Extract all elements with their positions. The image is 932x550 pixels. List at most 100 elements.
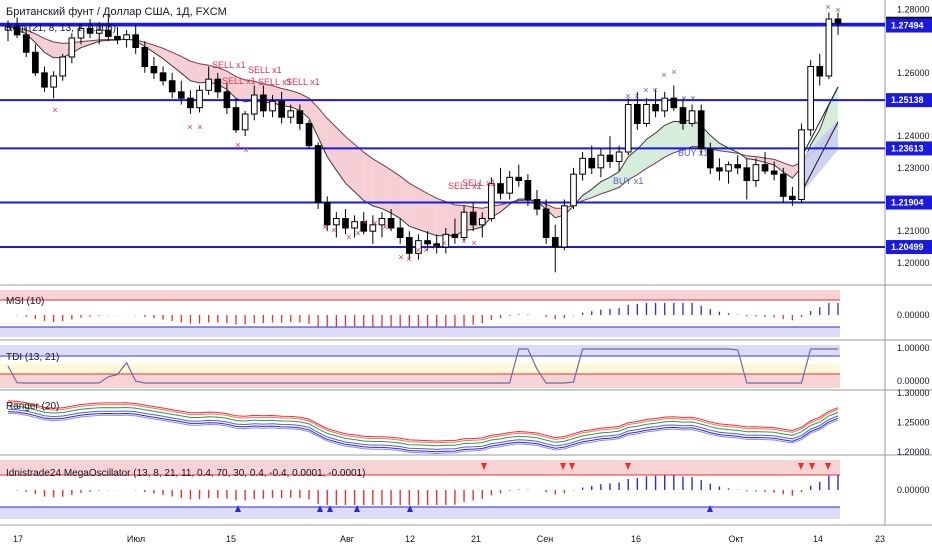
bull-candle	[351, 221, 358, 229]
mega-tick-label: 0.00000	[897, 485, 930, 495]
sell-signal-label: SELL x1	[448, 181, 482, 191]
bear-candle	[405, 237, 413, 254]
bear-candle	[706, 148, 714, 169]
cloud-segment	[710, 135, 720, 151]
cloud-segment	[172, 52, 182, 74]
bear-candle	[296, 110, 304, 125]
bull-candle	[661, 97, 669, 112]
bull-candle	[415, 240, 422, 254]
ranger-line	[7, 400, 839, 442]
cloud-segment	[354, 144, 364, 201]
bear-candle	[305, 123, 313, 147]
bull-candle	[460, 211, 468, 239]
cloud-segment	[774, 159, 784, 172]
time-tick-label: Авг	[340, 534, 355, 544]
cloud-segment	[591, 181, 601, 198]
price-tick-label: 1.21000	[897, 226, 930, 236]
bear-candle	[588, 157, 596, 169]
time-tick-label: Сен	[537, 534, 554, 544]
sell-cross-marker: ×	[398, 252, 403, 262]
bull-candle	[250, 94, 258, 115]
sell-cross-marker: ×	[243, 145, 248, 155]
bull-candle	[205, 78, 212, 91]
price-tag-label: 1.23613	[891, 143, 924, 153]
sell-signal-label: SELL x1	[462, 178, 496, 188]
bull-candle	[752, 164, 760, 182]
bull-candle	[561, 205, 568, 248]
bear-candle	[13, 26, 21, 36]
bear-candle	[314, 145, 322, 204]
bull-candle	[59, 56, 67, 77]
buy-signal-label: BUY x1	[613, 176, 643, 186]
tdi-pane-title[interactable]: TDI (13, 21)	[6, 352, 59, 363]
bull-candle	[798, 129, 805, 200]
cloud-segment	[646, 133, 656, 169]
mega-buy-triangle	[327, 505, 333, 512]
ranger-line	[7, 402, 839, 444]
price-scale[interactable]: 1.28000 1.26000 1.24000 1.23000 1.21000 1.200…	[886, 5, 932, 268]
bull-candle	[688, 110, 696, 125]
sell-cross-marker: ×	[52, 105, 57, 115]
sell-cross-marker: ×	[461, 236, 466, 246]
mega-sell-triangle	[825, 463, 831, 470]
bull-candle	[95, 29, 103, 34]
bear-candle	[515, 176, 523, 181]
cloud-segment	[345, 136, 355, 192]
bear-candle	[32, 51, 39, 74]
bear-candle	[433, 243, 441, 248]
horizontal-levels	[0, 22, 885, 249]
cloud-segment	[600, 177, 610, 194]
sell-cross-marker: ×	[331, 225, 336, 235]
bear-candle	[551, 237, 559, 248]
cloud-segment	[783, 162, 793, 179]
bull-candle	[241, 113, 249, 131]
korji-lower-line	[799, 121, 839, 196]
ranger-line	[7, 411, 839, 453]
bull-candle	[643, 104, 650, 124]
cloud-segment	[628, 149, 638, 180]
sell-cross-marker: ×	[355, 228, 360, 238]
buy-cross-marker: ×	[652, 85, 657, 95]
bear-candle	[168, 80, 176, 93]
time-axis[interactable]: 17 Июл 15 Авг 12 21 Сен 16 Окт 14 23	[13, 534, 885, 544]
bull-candle	[77, 28, 85, 39]
cloud-segment	[381, 164, 392, 213]
bear-candle	[834, 18, 842, 25]
tdi-mid-band	[0, 364, 840, 374]
price-tick-label: 1.26000	[897, 68, 930, 78]
bear-candle	[278, 100, 285, 118]
sell-cross-marker: ×	[471, 238, 476, 248]
cloud-segment	[372, 158, 382, 209]
bull-candle	[478, 218, 486, 226]
mega-buy-triangle	[235, 505, 241, 512]
buy-signal-label: BUY x1	[678, 148, 708, 158]
msi-pane-title[interactable]: MSI (10)	[6, 296, 44, 307]
ranger-tick-label: 1.25000	[897, 418, 930, 428]
buy-cross-marker: ×	[634, 91, 639, 101]
sell-signal-label: SELL x1	[222, 76, 256, 86]
bear-candle	[542, 208, 550, 238]
korji-indicator-title[interactable]: Korji (21, 8, 13, 1, 0.005)	[6, 23, 116, 34]
bull-candle	[68, 37, 76, 58]
buy-cross-marker: ×	[690, 93, 695, 103]
msi-oversold-band	[0, 327, 840, 337]
bull-candle	[624, 104, 632, 153]
ranger-pane-title[interactable]: Ranger (20)	[6, 401, 59, 412]
megaoscillator-pane-title[interactable]: Idnistrade24 MegaOscillator (13, 8, 21, …	[6, 468, 365, 479]
sell-cross-marker: ×	[197, 122, 202, 132]
sell-cross-marker: ×	[432, 242, 437, 252]
bear-candle	[114, 35, 121, 41]
bear-candle	[86, 28, 94, 34]
sell-cross-marker: ×	[372, 218, 377, 228]
bull-candle	[615, 151, 623, 162]
buy-cross-marker: ×	[825, 2, 830, 12]
buy-cross-marker: ×	[681, 93, 686, 103]
sell-cross-marker: ×	[322, 222, 327, 232]
cloud-segment	[44, 38, 54, 58]
bear-candle	[150, 66, 158, 74]
bear-candle	[497, 183, 504, 194]
mega-buy-triangle	[707, 505, 713, 512]
bull-candle	[123, 34, 130, 41]
